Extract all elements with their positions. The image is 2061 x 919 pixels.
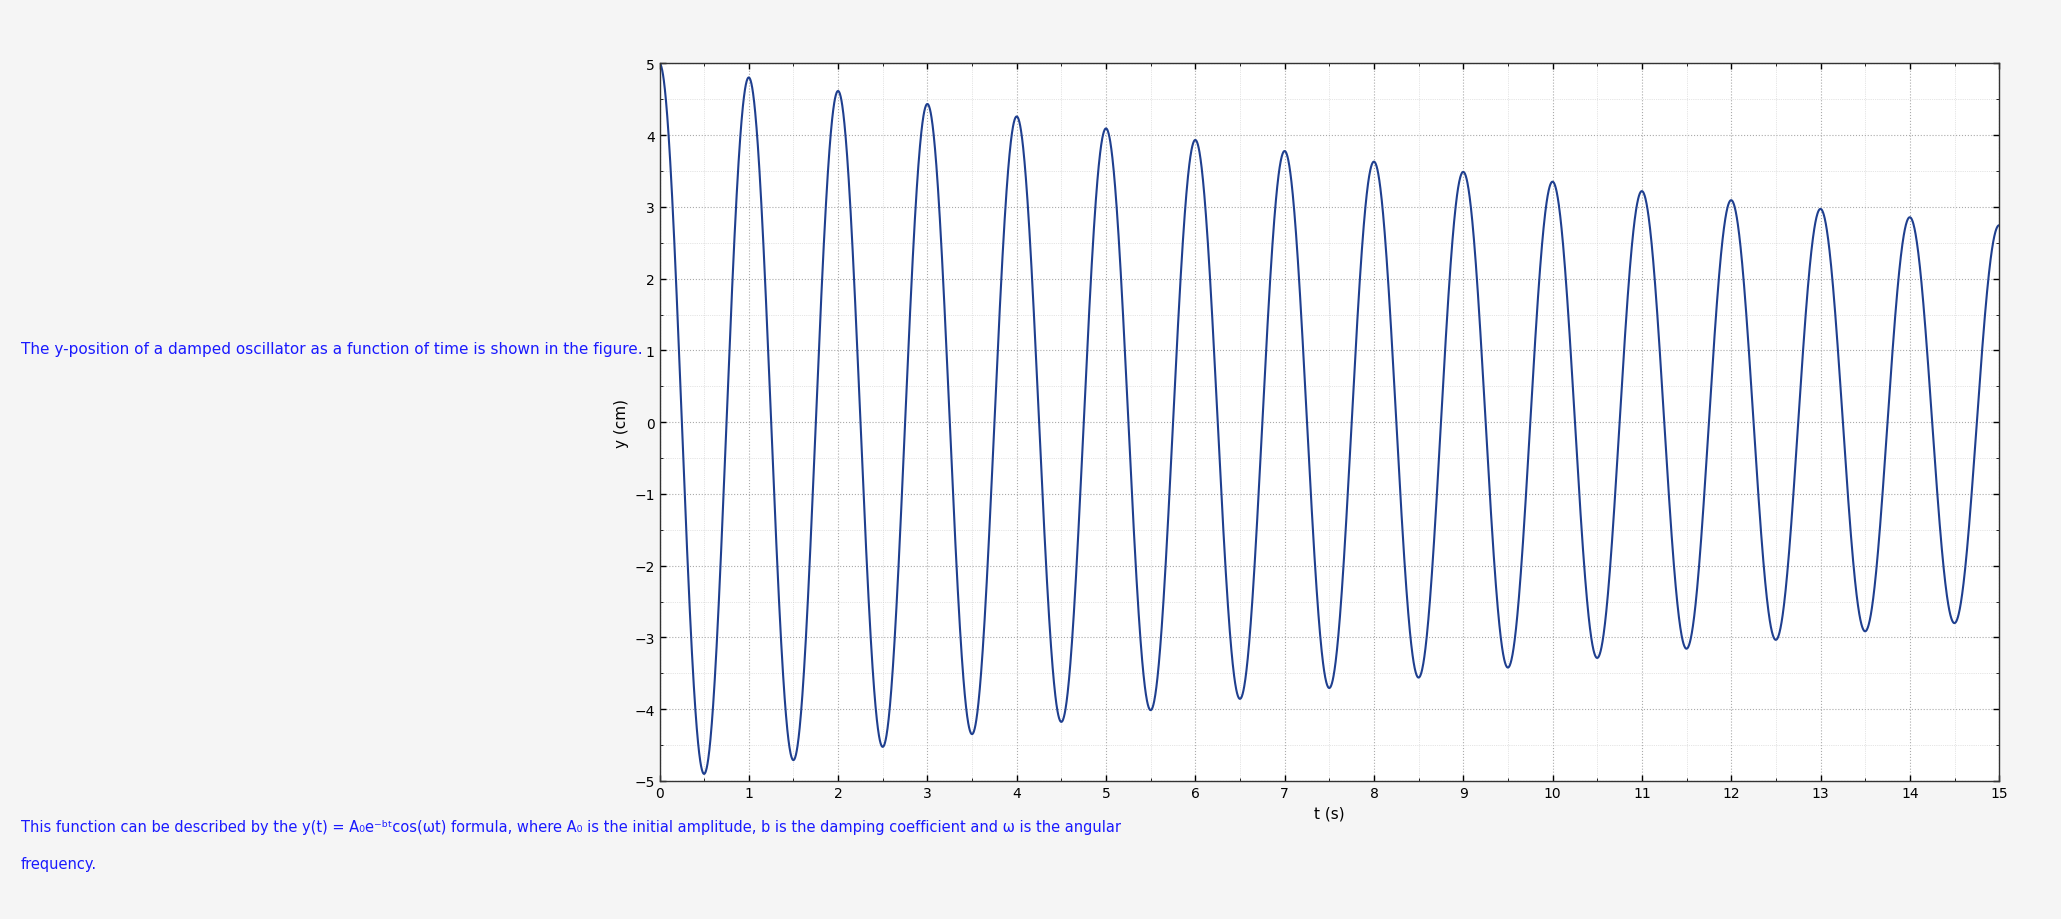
X-axis label: t (s): t (s) bbox=[1315, 806, 1344, 821]
Y-axis label: y (cm): y (cm) bbox=[614, 398, 629, 448]
Text: frequency.: frequency. bbox=[21, 857, 97, 871]
Text: The y-position of a damped oscillator as a function of time is shown in the figu: The y-position of a damped oscillator as… bbox=[21, 342, 643, 357]
Text: This function can be described by the y(t) = A₀e⁻ᵇᵗcos(ωt) formula, where A₀ is : This function can be described by the y(… bbox=[21, 820, 1121, 834]
